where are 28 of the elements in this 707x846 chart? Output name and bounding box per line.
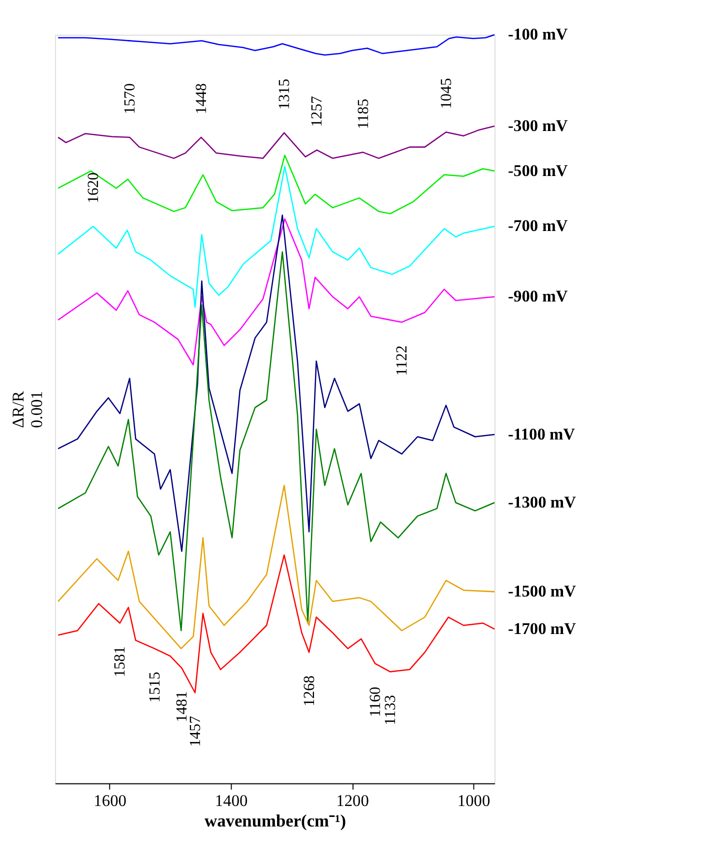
annotation: 1122 xyxy=(394,345,411,376)
series-label: -900 mV xyxy=(508,286,568,306)
series-label: -1500 mV xyxy=(508,582,576,601)
y-axis-title: ΔR/R 0.001 xyxy=(8,390,46,428)
annotation: 1185 xyxy=(354,98,372,130)
series-label: -500 mV xyxy=(508,160,568,180)
series-label: -100 mV xyxy=(508,24,568,44)
series-label: -1300 mV xyxy=(508,492,576,512)
x-axis-title: wavenumber(cm⁻¹) xyxy=(204,811,346,830)
x-tick-label: 1400 xyxy=(214,791,248,810)
annotation: 1315 xyxy=(276,78,294,110)
annotation: 1515 xyxy=(146,671,164,703)
annotation: 1257 xyxy=(308,96,326,127)
annotation: 1448 xyxy=(192,82,210,114)
x-tick-label: 1200 xyxy=(336,791,369,810)
series-label: -1700 mV xyxy=(508,618,576,638)
x-tick-label: 1600 xyxy=(94,791,126,810)
annotation: 1160 xyxy=(366,686,384,718)
annotation: 1620 xyxy=(85,172,102,204)
series-label: -1100 mV xyxy=(508,424,576,444)
series-label: -300 mV xyxy=(508,116,568,135)
annotation: 1268 xyxy=(300,675,318,706)
annotation: 1045 xyxy=(438,78,455,109)
annotation: 1581 xyxy=(112,646,129,678)
x-tick-label: 1000 xyxy=(457,791,490,810)
annotation: 1570 xyxy=(121,82,138,114)
series-label: -700 mV xyxy=(508,216,568,236)
annotation: 1133 xyxy=(382,694,400,726)
